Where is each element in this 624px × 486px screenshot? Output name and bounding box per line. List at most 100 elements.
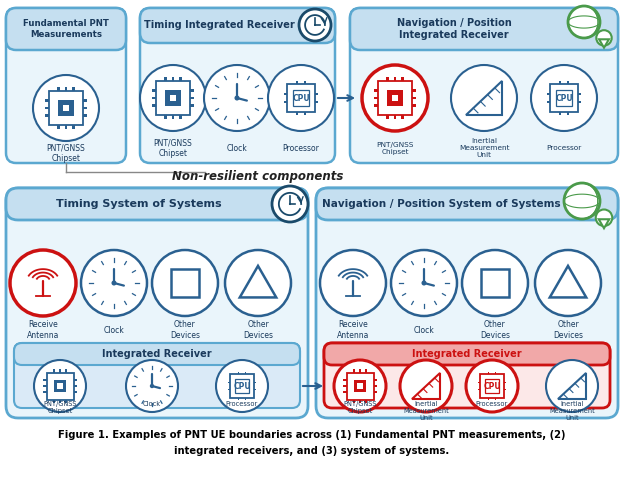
Text: Clock: Clock (104, 326, 124, 334)
Bar (559, 81, 561, 84)
Bar (54, 380, 66, 392)
Bar (230, 374, 254, 398)
Text: PNT/GNSS
Chipset: PNT/GNSS Chipset (154, 139, 192, 157)
Bar (555, 89, 572, 106)
Circle shape (564, 183, 600, 219)
Circle shape (152, 250, 218, 316)
Circle shape (391, 250, 457, 316)
Bar (378, 81, 412, 115)
Bar (343, 379, 346, 381)
Circle shape (216, 360, 268, 412)
Bar (65, 369, 67, 372)
Text: Inertial
Measurement
Unit: Inertial Measurement Unit (549, 401, 595, 421)
Text: Integrated Receiver: Integrated Receiver (412, 349, 522, 359)
Bar (477, 389, 480, 390)
Circle shape (235, 96, 239, 100)
Circle shape (289, 203, 291, 205)
Bar (245, 398, 246, 400)
Bar (567, 112, 569, 115)
Bar (480, 374, 504, 398)
Bar (228, 389, 230, 390)
Polygon shape (599, 39, 609, 48)
Text: Inertial
Measurement
Unit: Inertial Measurement Unit (403, 401, 449, 421)
Bar (365, 399, 367, 403)
Text: Integrated Receiver: Integrated Receiver (102, 349, 212, 359)
Text: Non-resilient components: Non-resilient components (172, 170, 344, 183)
Bar (374, 104, 378, 106)
Text: Processor: Processor (226, 401, 258, 407)
Bar (284, 93, 287, 95)
Bar (305, 81, 306, 84)
Bar (487, 398, 489, 400)
Bar (477, 382, 480, 383)
Bar (394, 115, 396, 120)
Bar (65, 399, 67, 403)
Circle shape (140, 65, 206, 131)
Bar (412, 97, 416, 99)
Text: Navigation / Position
Integrated Receiver: Navigation / Position Integrated Receive… (397, 18, 512, 40)
Text: CPU: CPU (233, 382, 251, 390)
Text: Fundamental PNT
Measurements: Fundamental PNT Measurements (23, 19, 109, 39)
Bar (401, 77, 404, 81)
Text: Timing System of Systems: Timing System of Systems (56, 199, 222, 209)
Bar (170, 269, 200, 297)
Bar (53, 399, 55, 403)
Bar (374, 391, 377, 393)
Bar (72, 125, 75, 129)
Bar (394, 77, 396, 81)
Circle shape (334, 360, 386, 412)
Bar (152, 97, 156, 99)
Bar (374, 385, 377, 387)
Bar (374, 379, 377, 381)
Circle shape (400, 360, 452, 412)
Bar (374, 97, 378, 99)
FancyBboxPatch shape (140, 8, 335, 163)
Bar (65, 125, 67, 129)
Bar (190, 97, 195, 99)
Circle shape (320, 250, 386, 316)
Circle shape (546, 360, 598, 412)
Circle shape (596, 209, 612, 226)
Text: Processor: Processor (547, 145, 582, 151)
Bar (343, 385, 346, 387)
Bar (495, 398, 496, 400)
Circle shape (451, 65, 517, 131)
Bar (59, 369, 61, 372)
Bar (254, 389, 256, 390)
Bar (238, 398, 239, 400)
Text: Processor: Processor (476, 401, 508, 407)
Bar (386, 115, 389, 120)
FancyBboxPatch shape (350, 8, 618, 163)
Text: Receive
Antenna: Receive Antenna (337, 320, 369, 340)
Bar (315, 93, 318, 95)
Bar (83, 99, 87, 102)
FancyBboxPatch shape (14, 343, 300, 408)
Polygon shape (558, 373, 587, 399)
Bar (359, 369, 361, 372)
Text: Receive
Antenna: Receive Antenna (27, 320, 59, 340)
Bar (190, 104, 195, 106)
Polygon shape (599, 219, 609, 228)
Bar (65, 87, 67, 91)
Circle shape (568, 6, 600, 38)
Bar (74, 391, 77, 393)
Text: Clock: Clock (414, 326, 434, 334)
Bar (47, 372, 74, 399)
Bar (245, 372, 246, 374)
Bar (74, 379, 77, 381)
Text: Figure 1. Examples of PNT UE boundaries across (1) Fundamental PNT measurements,: Figure 1. Examples of PNT UE boundaries … (58, 430, 566, 440)
Circle shape (150, 384, 154, 387)
Text: integrated receivers, and (3) system of systems.: integrated receivers, and (3) system of … (174, 446, 450, 456)
Bar (365, 369, 367, 372)
Bar (165, 90, 181, 105)
Text: Other
Devices: Other Devices (170, 320, 200, 340)
Bar (156, 81, 190, 115)
Bar (346, 372, 374, 399)
Bar (238, 372, 239, 374)
Circle shape (81, 250, 147, 316)
Bar (57, 87, 60, 91)
Polygon shape (412, 373, 441, 399)
Text: Navigation / Position System of Systems: Navigation / Position System of Systems (322, 199, 560, 209)
Circle shape (535, 250, 601, 316)
Bar (164, 115, 167, 120)
